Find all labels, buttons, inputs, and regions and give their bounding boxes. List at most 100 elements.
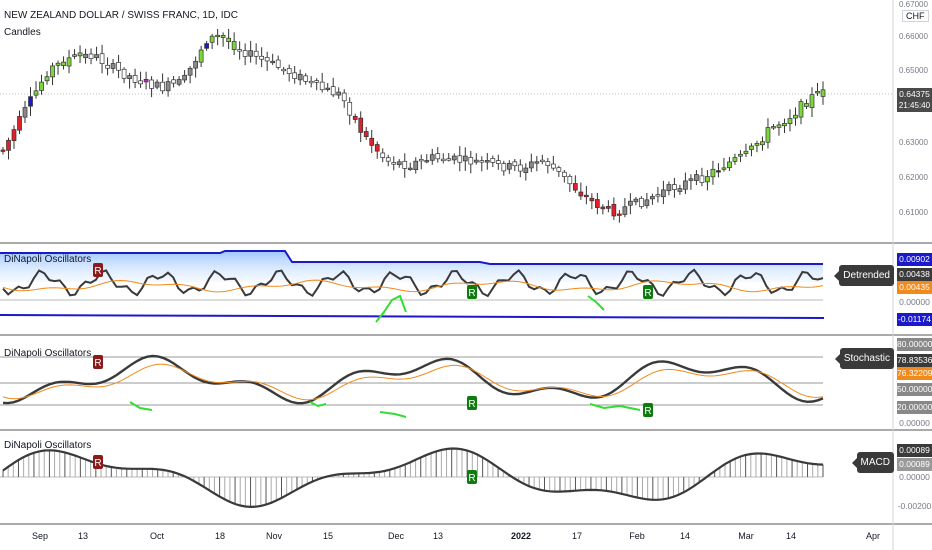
- candle: [793, 114, 798, 119]
- time-tick: 2022: [510, 531, 532, 541]
- candle: [633, 198, 639, 203]
- detrended-value-zero: 0.00000: [899, 297, 930, 307]
- candle: [149, 79, 154, 89]
- price-tick: 0.61000: [899, 208, 928, 217]
- price-tick: 0.65000: [899, 66, 928, 75]
- reversal-marker: [643, 285, 653, 299]
- candle: [413, 160, 419, 170]
- price-tick: 0.67000: [899, 0, 928, 9]
- candle: [6, 139, 11, 151]
- candle: [595, 199, 600, 208]
- price-tick: 0.63000: [899, 138, 928, 147]
- candle: [407, 167, 413, 170]
- time-tick: 17: [571, 531, 583, 541]
- candle: [187, 67, 193, 76]
- stochastic-tag: Stochastic: [834, 348, 894, 369]
- time-tick: 14: [785, 531, 797, 541]
- detrended-line: [2, 268, 824, 298]
- detrended-oversold-segment: [587, 295, 605, 311]
- candle: [440, 158, 446, 162]
- time-tick: Sep: [31, 531, 49, 541]
- reversal-marker: [467, 470, 477, 484]
- candle: [248, 50, 254, 57]
- reversal-marker-label: R: [468, 288, 475, 299]
- candle: [352, 115, 358, 120]
- candle: [325, 87, 331, 90]
- candle: [771, 126, 776, 129]
- candle: [710, 168, 716, 178]
- candle: [204, 43, 209, 49]
- candle: [479, 160, 485, 163]
- stoch-oversold-segment: [589, 403, 641, 411]
- candle: [617, 213, 622, 216]
- detrended-value-avg: 0.00435: [897, 281, 932, 294]
- candle: [732, 157, 738, 162]
- time-tick: 14: [679, 531, 691, 541]
- candle: [584, 194, 589, 198]
- candle: [666, 184, 672, 192]
- candle: [127, 75, 132, 80]
- time-tick: Feb: [629, 531, 645, 541]
- candle: [83, 53, 88, 59]
- candle: [391, 162, 397, 165]
- candle: [820, 89, 826, 97]
- candle: [286, 68, 292, 74]
- candle: [760, 141, 765, 146]
- candle: [270, 60, 276, 64]
- candle: [787, 118, 793, 125]
- macd-value-low: -0.00200: [897, 501, 932, 511]
- candle: [655, 194, 661, 197]
- candle: [639, 197, 644, 207]
- candle: [688, 178, 694, 181]
- candle: [815, 90, 820, 94]
- candle: [462, 155, 468, 162]
- time-tick: Mar: [738, 531, 754, 541]
- stoch-level-80: 80.00000: [897, 338, 932, 351]
- macd-line: [2, 447, 824, 509]
- detrended-pane-title: DiNapoli Oscillators: [4, 254, 92, 265]
- candle: [705, 176, 710, 183]
- candle: [578, 191, 584, 197]
- reversal-marker: [467, 285, 477, 299]
- stochastic-pane-title: DiNapoli Oscillators: [4, 348, 92, 359]
- candle: [374, 144, 380, 152]
- candle: [319, 81, 325, 91]
- reversal-marker-label: R: [468, 399, 475, 410]
- stoch-value-k: 78.83536: [897, 354, 932, 367]
- candle: [473, 159, 479, 163]
- candle: [22, 107, 28, 118]
- reversal-marker: [93, 355, 103, 369]
- candle: [138, 80, 143, 85]
- candle: [231, 41, 237, 50]
- symbol-title: NEW ZEALAND DOLLAR / SWISS FRANC, 1D, ID…: [4, 10, 238, 21]
- candle: [292, 72, 298, 79]
- candle: [264, 57, 270, 62]
- candle: [402, 160, 408, 169]
- candle: [11, 129, 17, 141]
- candle: [94, 54, 99, 59]
- candle: [716, 170, 721, 173]
- candle: [561, 171, 567, 177]
- candle: [385, 157, 391, 162]
- time-tick: Oct: [149, 531, 165, 541]
- candle: [99, 53, 105, 64]
- candle: [429, 154, 435, 161]
- candle: [121, 68, 127, 79]
- candle: [727, 161, 732, 169]
- candle: [809, 94, 815, 108]
- currency-label[interactable]: CHF: [902, 10, 929, 22]
- time-tick: Dec: [387, 531, 405, 541]
- price-tick: 0.62000: [899, 173, 928, 182]
- candle: [165, 81, 171, 92]
- candle: [699, 175, 705, 183]
- detrended-tag: Detrended: [834, 265, 894, 286]
- candle: [556, 167, 562, 172]
- candle: [567, 175, 573, 185]
- candle: [44, 76, 50, 82]
- reversal-marker-label: R: [468, 473, 475, 484]
- bar-countdown: 21:45:40: [898, 101, 931, 110]
- reversal-marker-label: R: [644, 288, 651, 299]
- detrended-value-lower: -0.01174: [897, 313, 932, 326]
- time-tick: 13: [77, 531, 89, 541]
